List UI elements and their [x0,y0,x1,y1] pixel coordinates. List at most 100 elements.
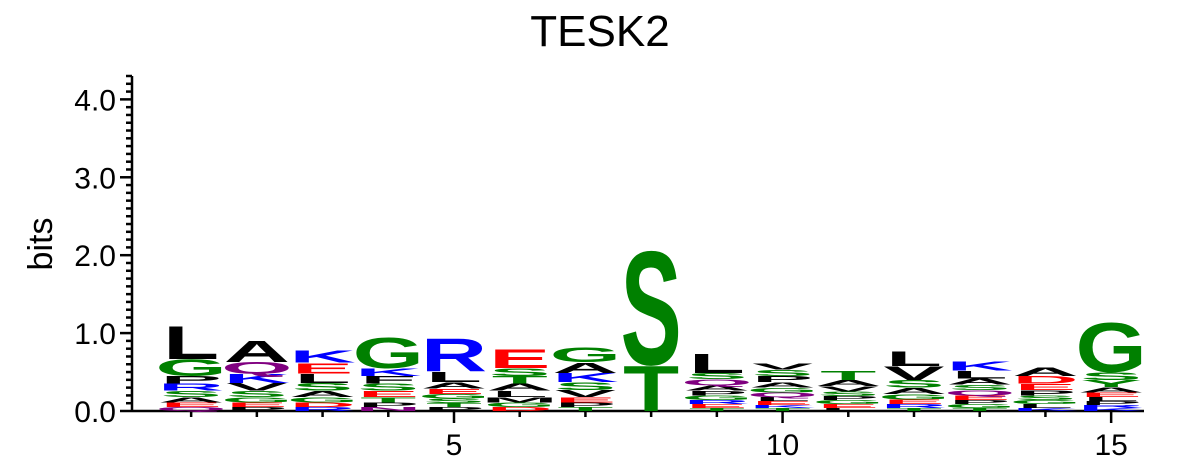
logo-letter: K [552,370,618,384]
logo-letter: L [163,316,219,369]
logo-letter: Q [944,389,1015,398]
logo-letter: K [355,366,421,378]
chart-title: TESK2 [530,7,669,56]
logo-letter: T [952,407,1008,412]
logo-letter: S [818,390,879,397]
logo-letter: G [287,396,358,405]
x-axis: 5 10 15 [132,409,1144,462]
logo-letter: L [295,371,351,385]
logo-letter: T [360,396,416,405]
logo-letter: P [226,406,287,412]
logo-letter: G [813,399,884,405]
logo-letter: S [1081,370,1142,382]
logo-letter: L [689,348,745,379]
logo-letter: K [289,347,356,366]
logo-letter: V [555,388,617,399]
logo-letter: A [749,381,815,390]
logo-letter: K [1078,407,1144,412]
logo-letter: E [1081,391,1142,398]
logo-letter: A [224,335,290,369]
logo-letter: E [686,403,747,409]
logo-letter: A [487,382,553,393]
logo-letter: V [883,362,944,384]
logo-letter: K [224,371,290,385]
logo-letter: S [161,389,222,399]
logo-letter: K [947,359,1013,373]
logo-letter: L [426,369,482,386]
x-tick-label: 5 [446,429,463,462]
logo-letter: L [492,389,548,399]
logo-letter: A [1012,365,1078,378]
y-tick-label: 2.0 [74,240,116,273]
logo-letter: D [1012,374,1078,386]
logo-letter: R [289,406,355,412]
logo-letter: E [489,344,550,374]
y-tick-label: 3.0 [74,162,116,195]
logo-letter: Q [221,359,292,377]
logo-letter: L [952,368,1008,380]
logo-letter: E [423,387,484,396]
logo-letter: P [752,374,813,384]
logo-letter: E [226,401,287,408]
logo-letter: S [489,366,550,378]
y-tick-label: 0.0 [74,396,116,429]
logo-letter: S [555,380,616,392]
logo-letter: S [1015,394,1076,401]
logo-letter: E [358,389,419,399]
logo-letter: P [686,390,747,397]
logo-letter: V [752,362,813,372]
logo-letter: A [552,359,618,376]
logo-letter: M [482,396,558,405]
logo-letter: T [755,407,811,412]
logo-letter: G [1010,399,1081,405]
logo-letter: L [1083,396,1139,402]
logo-letter: N [355,406,421,412]
logo-letter: A [421,381,487,391]
logo-letter: A [881,386,947,396]
y-axis-label: bits [22,218,60,271]
logo-letter: G [155,355,226,382]
logo-letter: P [423,406,484,412]
logo-letter: R [1078,404,1144,409]
logo-letter: Q [681,377,752,387]
logo-letter: G [484,401,555,408]
logo-letter: E [883,398,944,405]
logo-letter: F [360,374,416,386]
logo-letter: G [418,393,489,400]
logo-letter: K [749,404,815,409]
logo-letter: S [292,381,353,393]
logo-letter: A [289,389,355,399]
logo-letter: Q [155,406,226,412]
logo-letter: P [161,374,222,386]
logo-letter: R [421,329,487,382]
logo-letter: P [555,401,616,408]
logo-letter: E [292,360,353,377]
logo-letter: S [423,397,484,404]
logo-letter: S [358,382,419,393]
logo-letter: G [550,343,621,367]
logo-letter: E [818,403,879,409]
logo-letter: E [555,396,616,405]
logo-letter: G [878,392,949,401]
x-tick-label: 10 [766,429,799,462]
logo-letter: S [883,378,944,390]
logo-letter: L [886,347,942,371]
logo-letter: G [944,403,1015,409]
logo-letter: E [752,400,813,406]
logo-letter: T [557,406,613,412]
logo-letter: S [621,218,682,399]
logo-stacks: QEASRPGLPEGSVKQARDGASLEKNPTESFKGPTSGEALR… [155,218,1146,425]
logo-letter: A [684,384,750,393]
y-axis: 0.0 1.0 2.0 3.0 4.0 [74,74,134,429]
logo-letter: T [492,374,548,386]
x-tick-label: 15 [1094,429,1127,462]
logo-stack-8: TS [621,218,682,425]
